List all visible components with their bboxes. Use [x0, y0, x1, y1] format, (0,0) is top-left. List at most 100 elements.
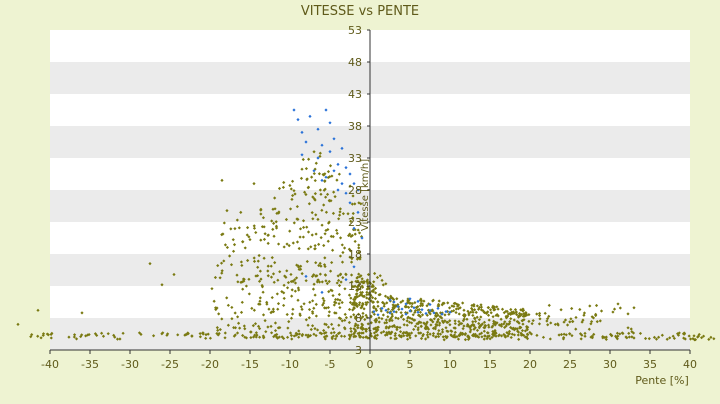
- data-point: [671, 334, 675, 338]
- data-point: [337, 283, 342, 288]
- data-point: [515, 312, 519, 317]
- data-point: [340, 146, 344, 150]
- data-point: [486, 313, 491, 317]
- data-point: [313, 244, 317, 248]
- data-point: [395, 328, 399, 332]
- data-point: [411, 313, 415, 317]
- data-point: [113, 335, 117, 339]
- data-point: [329, 199, 333, 203]
- data-point: [483, 334, 487, 338]
- data-point: [486, 305, 491, 310]
- data-point: [405, 323, 409, 327]
- data-point: [294, 331, 298, 335]
- data-point: [328, 269, 333, 273]
- x-tick-label: -5: [325, 358, 336, 371]
- data-point: [319, 236, 323, 240]
- x-tick-label: 40: [683, 358, 697, 371]
- data-point: [483, 310, 487, 315]
- data-point: [394, 325, 399, 330]
- data-point: [496, 307, 500, 311]
- data-point: [335, 231, 339, 235]
- data-point: [366, 285, 370, 289]
- data-point: [424, 311, 428, 316]
- data-point: [461, 319, 465, 323]
- data-point: [587, 327, 591, 331]
- data-point: [356, 285, 360, 289]
- data-point: [272, 280, 276, 284]
- data-point: [240, 263, 244, 268]
- x-tick-label: -40: [41, 358, 59, 371]
- data-point: [341, 212, 345, 216]
- data-point: [244, 336, 249, 340]
- data-point: [683, 337, 687, 341]
- data-point: [281, 185, 285, 189]
- data-point: [230, 305, 234, 310]
- data-point: [426, 308, 431, 312]
- data-point: [252, 182, 256, 186]
- data-point: [414, 306, 419, 310]
- data-point: [473, 332, 478, 336]
- data-point: [353, 228, 357, 232]
- data-point: [371, 289, 375, 294]
- data-point: [385, 321, 389, 325]
- data-point: [302, 302, 306, 306]
- data-point: [475, 304, 479, 308]
- data-point: [608, 332, 613, 336]
- data-point: [313, 178, 317, 183]
- data-point: [453, 330, 457, 334]
- data-point: [376, 313, 380, 317]
- data-point: [360, 322, 364, 326]
- data-point: [331, 327, 335, 331]
- data-point: [275, 211, 279, 215]
- data-point: [505, 309, 509, 314]
- data-point: [260, 225, 265, 229]
- data-point: [530, 322, 534, 326]
- data-point: [389, 294, 393, 298]
- data-point: [358, 257, 362, 261]
- data-point: [467, 313, 471, 317]
- data-point: [665, 337, 669, 341]
- data-point: [341, 250, 345, 255]
- data-point: [400, 307, 404, 311]
- data-point: [357, 272, 361, 276]
- data-point: [348, 172, 352, 176]
- data-point: [282, 283, 286, 287]
- data-point: [160, 283, 164, 287]
- data-point: [274, 226, 279, 230]
- data-point: [309, 327, 313, 332]
- data-point: [627, 335, 631, 339]
- data-point: [326, 305, 330, 310]
- data-point: [372, 327, 376, 331]
- data-point: [701, 334, 706, 338]
- data-point: [338, 305, 342, 310]
- data-point: [468, 330, 472, 334]
- data-point: [366, 322, 370, 326]
- data-point: [362, 279, 366, 284]
- data-point: [376, 300, 380, 304]
- data-point: [442, 338, 446, 342]
- data-point: [436, 317, 440, 321]
- data-point: [516, 333, 520, 337]
- data-point: [547, 303, 551, 307]
- data-point: [284, 217, 289, 222]
- data-point: [519, 308, 523, 312]
- data-point: [352, 226, 356, 230]
- data-point: [176, 333, 180, 337]
- y-tick-label: 13: [348, 280, 362, 293]
- data-point: [198, 335, 202, 339]
- data-point: [410, 304, 414, 309]
- data-point: [352, 265, 356, 269]
- data-point: [479, 303, 483, 307]
- data-point: [355, 288, 359, 292]
- data-point: [630, 330, 634, 334]
- data-point: [436, 319, 440, 323]
- data-point: [358, 287, 362, 291]
- data-point: [618, 332, 622, 336]
- data-point: [525, 337, 530, 341]
- data-point: [712, 337, 716, 341]
- data-point: [675, 332, 680, 336]
- x-tick-label: 35: [643, 358, 657, 371]
- data-point: [139, 332, 143, 336]
- data-point: [431, 331, 436, 336]
- data-point: [443, 319, 447, 323]
